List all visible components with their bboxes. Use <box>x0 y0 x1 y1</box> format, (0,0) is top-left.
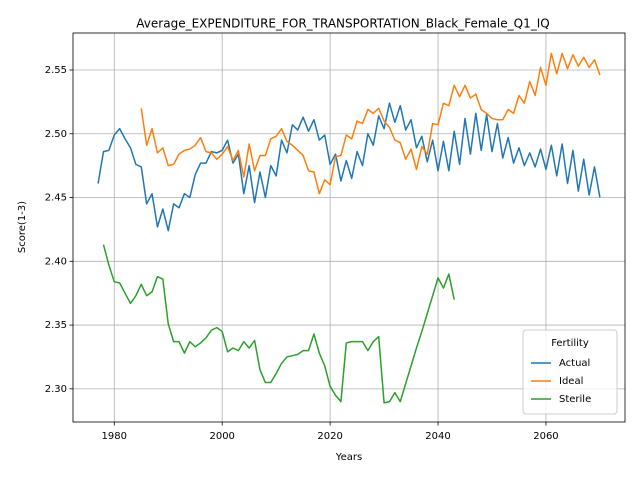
chart-title: Average_EXPENDITURE_FOR_TRANSPORTATION_B… <box>136 17 549 31</box>
y-tick-label: 2.45 <box>45 193 67 204</box>
y-axis-label: Score(1-3) <box>17 201 28 253</box>
y-tick-label: 2.40 <box>45 256 67 267</box>
legend-title: Fertility <box>551 338 589 349</box>
legend-label: Sterile <box>559 394 591 405</box>
y-tick-label: 2.55 <box>45 65 67 76</box>
x-tick-label: 2020 <box>317 431 342 442</box>
x-tick-label: 2040 <box>425 431 450 442</box>
plot-frame <box>72 32 626 423</box>
legend-box <box>522 329 618 415</box>
line-series <box>97 102 601 232</box>
y-tick-label: 2.50 <box>45 129 67 140</box>
x-tick-label: 1980 <box>102 431 127 442</box>
legend-label: Ideal <box>559 376 583 387</box>
line-series <box>140 52 601 195</box>
legend-label: Actual <box>559 358 590 369</box>
legend: Fertility Actual Ideal Sterile <box>522 329 618 415</box>
x-tick-label: 2000 <box>209 431 234 442</box>
grid <box>73 33 625 422</box>
x-axis-label: Years <box>335 452 362 463</box>
x-tick-label: 2060 <box>533 431 558 442</box>
line-series <box>102 244 455 404</box>
y-tick-label: 2.35 <box>45 320 67 331</box>
y-tick-label: 2.30 <box>45 384 67 395</box>
